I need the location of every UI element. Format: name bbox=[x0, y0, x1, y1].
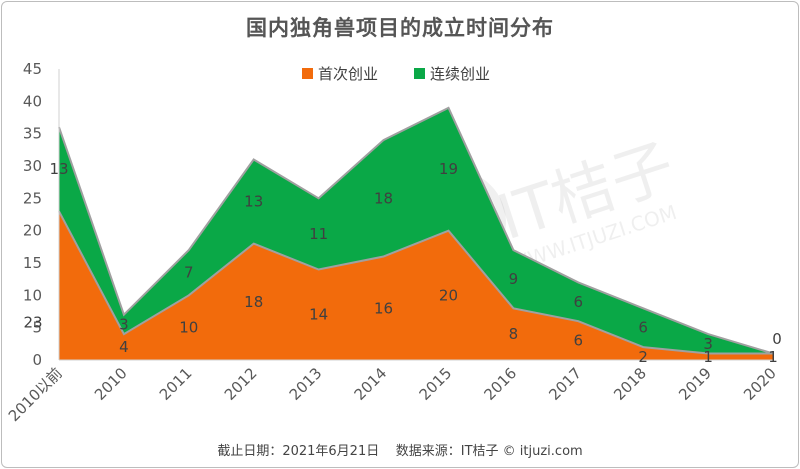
x-tick-label: 2010以前 bbox=[5, 364, 66, 425]
legend-swatch-first bbox=[302, 68, 313, 79]
legend-swatch-serial bbox=[414, 68, 425, 79]
data-label-serial: 13 bbox=[244, 193, 263, 211]
data-label-serial: 19 bbox=[439, 160, 458, 178]
data-label-serial: 7 bbox=[184, 264, 194, 282]
data-label-serial: 11 bbox=[309, 225, 328, 243]
footer-source: 数据来源：IT桔子 © itjuzi.com bbox=[395, 444, 583, 459]
x-tick-label: 2020 bbox=[740, 364, 780, 404]
data-label-serial: 18 bbox=[374, 189, 393, 207]
data-label-serial: 3 bbox=[703, 335, 713, 353]
y-tick-label: 0 bbox=[32, 351, 42, 369]
data-label-first: 1 bbox=[768, 348, 778, 366]
data-label-first: 18 bbox=[244, 293, 263, 311]
x-tick-label: 2012 bbox=[221, 364, 261, 404]
data-label-serial: 6 bbox=[638, 319, 648, 337]
y-tick-label: 30 bbox=[23, 157, 42, 175]
y-tick-label: 5 bbox=[32, 319, 42, 337]
data-label-first: 6 bbox=[573, 332, 583, 350]
x-tick-label: 2018 bbox=[610, 364, 650, 404]
area-serial bbox=[59, 107, 773, 354]
x-axis: 2010以前 2010 2011 2012 2013 2014 2015 2016 2017 20… bbox=[5, 359, 780, 425]
footer-cutoff: 截止日期：2021年6月21日 bbox=[217, 444, 380, 459]
x-tick-label: 2019 bbox=[675, 364, 715, 404]
y-tick-label: 15 bbox=[23, 254, 42, 272]
data-label-first: 10 bbox=[179, 319, 198, 337]
footer: 截止日期：2021年6月21日 数据来源：IT桔子 © itjuzi.com bbox=[2, 440, 798, 459]
data-label-first: 23 bbox=[23, 314, 42, 332]
x-tick-label: 2016 bbox=[480, 364, 520, 404]
line-first bbox=[58, 210, 773, 355]
x-tick-label: 2015 bbox=[416, 364, 456, 404]
legend-label-first: 首次创业 bbox=[318, 65, 378, 83]
chart-title: 国内独角兽项目的成立时间分布 bbox=[246, 16, 554, 40]
legend-label-serial: 连续创业 bbox=[430, 65, 490, 83]
y-tick-label: 10 bbox=[23, 286, 42, 304]
x-tick-label: 2017 bbox=[545, 364, 585, 404]
y-tick-label: 25 bbox=[23, 189, 42, 207]
line-serial bbox=[58, 106, 774, 355]
y-tick-label: 20 bbox=[23, 222, 42, 240]
y-tick-label: 45 bbox=[23, 60, 42, 78]
data-label-first: 20 bbox=[439, 286, 458, 304]
y-axis: 0 5 10 15 20 25 30 35 40 45 bbox=[23, 60, 60, 369]
data-label-first: 2 bbox=[638, 348, 648, 366]
data-label-first: 14 bbox=[309, 306, 328, 324]
data-label-serial: 13 bbox=[49, 160, 68, 178]
data-label-first: 1 bbox=[703, 348, 713, 366]
x-tick-label: 2013 bbox=[286, 364, 326, 404]
data-label-serial: 3 bbox=[119, 315, 129, 333]
data-label-serial: 0 bbox=[772, 330, 782, 348]
legend: 首次创业 连续创业 bbox=[302, 65, 490, 83]
x-tick-label: 2014 bbox=[351, 364, 391, 404]
x-tick-label: 2011 bbox=[156, 364, 196, 404]
data-label-first: 16 bbox=[374, 299, 393, 317]
data-label-serial: 9 bbox=[509, 270, 519, 288]
data-label-first: 8 bbox=[509, 325, 519, 343]
data-label-serial: 6 bbox=[573, 293, 583, 311]
area-first bbox=[59, 211, 773, 360]
y-tick-label: 40 bbox=[23, 92, 42, 110]
y-tick-label: 35 bbox=[23, 125, 42, 143]
data-label-first: 4 bbox=[119, 338, 129, 356]
x-tick-label: 2010 bbox=[91, 364, 131, 404]
areas bbox=[58, 106, 774, 360]
